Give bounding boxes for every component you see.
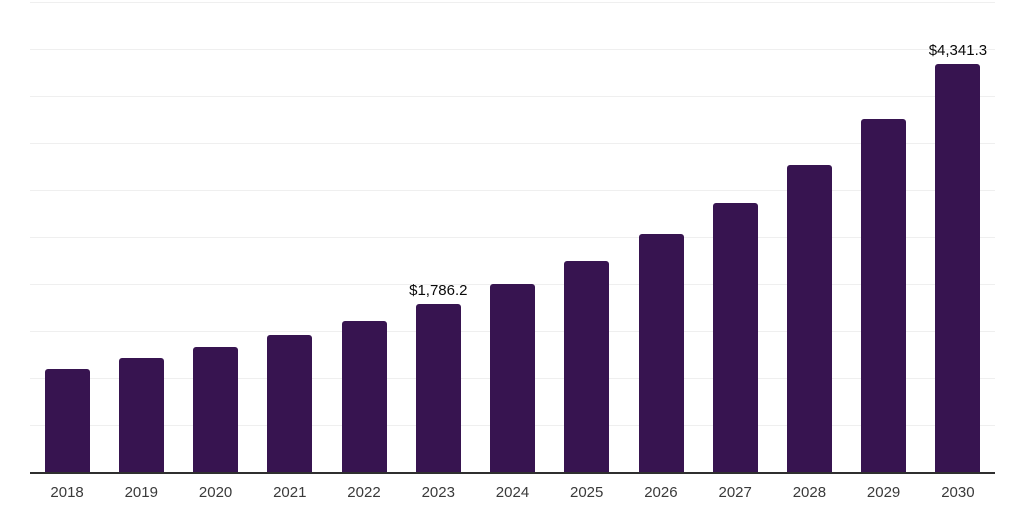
bar-2024 — [490, 283, 535, 472]
data-label-2030: $4,341.3 — [928, 41, 988, 59]
gridline — [30, 143, 995, 144]
data-label-2023: $1,786.2 — [409, 282, 468, 300]
bar-2027 — [712, 202, 758, 472]
gridline — [30, 96, 995, 97]
x-tick-2023: 2023 — [421, 484, 455, 501]
bar-2022 — [341, 320, 387, 472]
x-tick-2022: 2022 — [347, 484, 381, 501]
bar-2026 — [638, 234, 684, 472]
bar-2029 — [861, 119, 907, 472]
bar-2019 — [118, 358, 164, 472]
gridline — [30, 190, 995, 191]
x-tick-2028: 2028 — [792, 484, 827, 501]
bar-2030 — [935, 63, 981, 472]
bar-2021 — [267, 334, 313, 472]
bar-2023 — [415, 304, 461, 472]
x-tick-2027: 2027 — [718, 484, 752, 501]
bar-2018 — [44, 369, 90, 472]
x-tick-2030: 2030 — [941, 484, 975, 501]
bar-2028 — [786, 164, 832, 472]
x-tick-2029: 2029 — [866, 484, 901, 501]
bar-2025 — [564, 261, 610, 472]
plot-area: $1,786.2 $4,341.3 — [30, 2, 995, 474]
x-tick-2018: 2018 — [50, 484, 84, 501]
bar-2020 — [193, 347, 239, 472]
x-tick-2025: 2025 — [570, 484, 604, 501]
x-axis-labels: 2018 2019 2020 2021 2022 2023 2024 2025 2026 2027… — [30, 484, 995, 506]
x-tick-2026: 2026 — [644, 484, 678, 501]
x-tick-2024: 2024 — [495, 484, 530, 501]
x-tick-2021: 2021 — [273, 484, 307, 501]
gridline — [30, 49, 995, 50]
x-tick-2020: 2020 — [198, 484, 233, 501]
x-tick-2019: 2019 — [124, 484, 158, 501]
gridline — [30, 2, 995, 3]
gridline — [30, 237, 995, 238]
